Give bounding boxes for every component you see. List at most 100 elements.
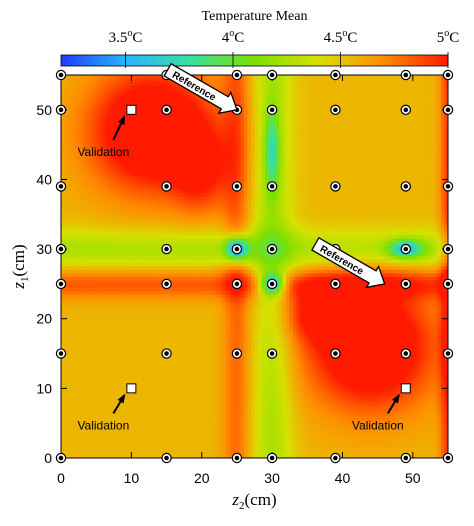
heatmap-cell [89,123,94,128]
heatmap-cell [71,416,76,421]
heatmap-cell [134,141,139,146]
heatmap-cell [78,158,83,163]
heatmap-cell [205,249,210,254]
heatmap-cell [198,311,203,316]
heatmap-cell [68,242,73,247]
heatmap-cell [71,182,76,188]
heatmap-cell [134,304,139,309]
heatmap-cell [152,336,157,341]
heatmap-cell [124,172,129,177]
heatmap-cell [173,339,178,344]
heatmap-cell [68,259,73,264]
heatmap-cell [201,287,206,292]
heatmap-cell [205,294,210,299]
heatmap-cell [124,116,129,121]
heatmap-cell [106,294,111,299]
heatmap-cell [148,127,154,132]
heatmap-cell [117,353,122,358]
heatmap-cell [117,311,122,316]
heatmap-cell [145,95,150,100]
heatmap-cell [113,287,118,292]
heatmap-cell [187,447,192,452]
heatmap-cell [85,426,90,431]
heatmap-cell [110,367,115,372]
heatmap-cell [138,242,143,247]
heatmap-cell [99,294,104,299]
heatmap-cell [191,175,196,181]
heatmap-cell [110,346,115,351]
heatmap-cell [124,398,129,403]
heatmap-cell [173,137,178,142]
heatmap-cell [106,106,111,111]
heatmap-cell [110,412,115,417]
heatmap-cell [163,130,168,135]
heatmap-cell [127,402,132,407]
heatmap-cell [75,217,80,222]
heatmap-cell [212,402,217,407]
heatmap-cell [134,336,139,341]
heatmap-cell [191,259,196,264]
heatmap-cell [215,395,220,400]
heatmap-cell [134,398,139,403]
heatmap-cell [187,437,192,442]
heatmap-cell [106,207,111,212]
heatmap-cell [61,391,66,396]
heatmap-cell [124,447,129,452]
heatmap-cell [103,95,108,100]
heatmap-cell [194,196,199,201]
heatmap-cell [64,283,69,288]
heatmap-cell [170,290,175,295]
heatmap-cell [61,189,66,194]
heatmap-cell [92,430,97,435]
heatmap-cell [96,336,101,341]
heatmap-cell [141,120,147,125]
heatmap-cell [152,228,157,233]
heatmap-cell [82,360,87,365]
heatmap-cell [92,451,97,456]
heatmap-cell [166,297,171,302]
heatmap-cell [89,162,94,167]
heatmap-cell [170,169,175,174]
heatmap-cell [138,228,143,233]
heatmap-cell [148,88,154,94]
heatmap-cell [166,367,171,372]
heatmap-cell [194,169,199,174]
heatmap-cell [205,430,210,435]
heatmap-cell [184,196,189,201]
heatmap-cell [71,235,76,240]
heatmap-cell [205,175,210,181]
heatmap-cell [124,301,129,306]
heatmap-cell [205,346,210,351]
heatmap-cell [138,423,143,428]
heatmap-cell [173,189,178,194]
heatmap-cell [96,221,101,226]
heatmap-cell [138,276,143,282]
heatmap-cell [64,148,69,153]
heatmap-cell [184,238,189,243]
heatmap-cell [219,179,224,184]
heatmap-cell [127,130,132,135]
heatmap-cell [124,325,129,330]
heatmap-cell [163,263,168,268]
heatmap-cell [212,203,217,208]
heatmap-cell [64,175,69,181]
heatmap-cell [103,430,108,435]
heatmap-cell [113,451,118,456]
heatmap-cell [120,287,125,292]
heatmap-cell [212,384,217,389]
heatmap-cell [99,85,104,90]
heatmap-cell [148,123,154,128]
heatmap-cell [198,374,203,379]
heatmap-cell [163,325,168,330]
heatmap-cell [170,273,175,278]
heatmap-cell [138,336,143,341]
heatmap-cell [134,374,139,379]
heatmap-cell [177,221,182,226]
heatmap-cell [117,430,122,435]
heatmap-cell [103,186,108,191]
heatmap-cell [184,109,189,114]
heatmap-cell [68,440,73,445]
heatmap-cell [106,95,111,100]
heatmap-cell [145,287,150,292]
heatmap-cell [205,332,210,337]
